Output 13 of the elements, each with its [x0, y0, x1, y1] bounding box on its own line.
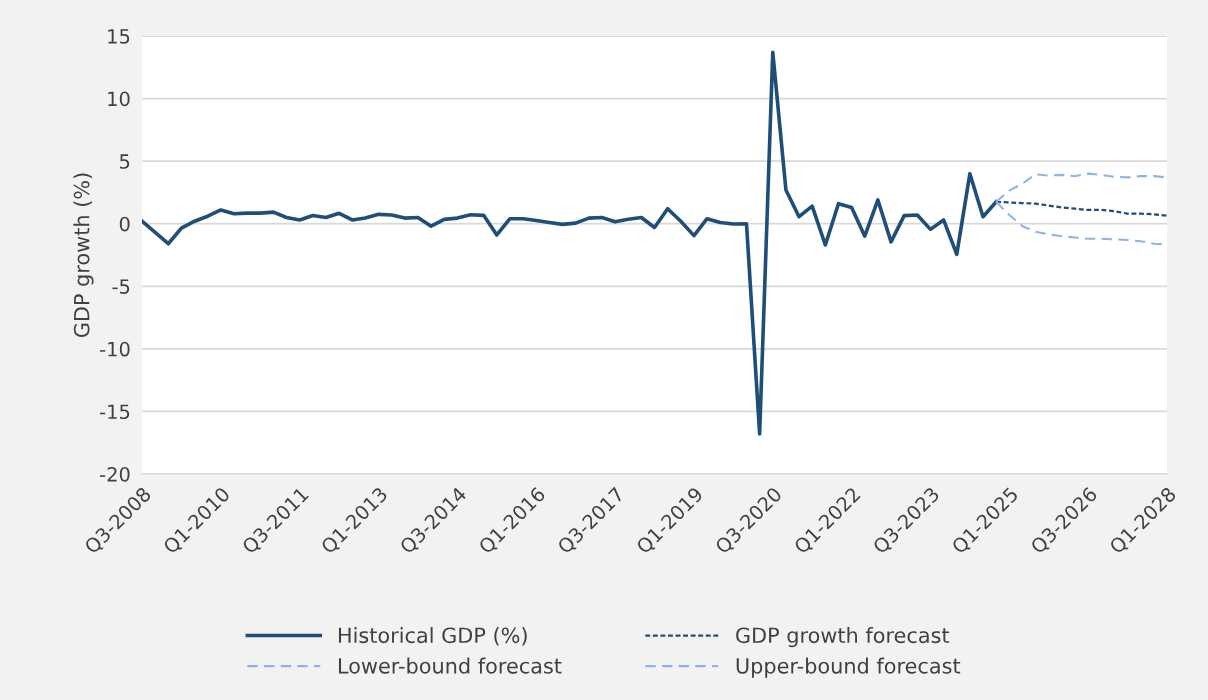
legend-label: Upper-bound forecast [736, 657, 961, 678]
legend-label: GDP growth forecast [736, 627, 950, 648]
y-tick-label: 10 [108, 91, 130, 107]
y-tick-label: -5 [112, 279, 130, 294]
y-axis-title: GDP growth (%) [73, 173, 94, 338]
legend-label: Lower-bound forecast [338, 657, 562, 674]
y-tick-label: 0 [119, 216, 130, 232]
y-tick-label: 15 [108, 29, 130, 44]
y-tick-label: -10 [100, 341, 130, 357]
y-tick-label: -15 [100, 404, 130, 420]
legend-label: Historical GDP (%) [338, 627, 527, 646]
y-tick-label: -20 [100, 466, 130, 482]
y-tick-label: 5 [120, 154, 130, 169]
